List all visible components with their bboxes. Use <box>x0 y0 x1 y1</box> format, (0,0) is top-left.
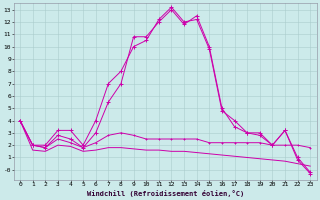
X-axis label: Windchill (Refroidissement éolien,°C): Windchill (Refroidissement éolien,°C) <box>86 190 244 197</box>
